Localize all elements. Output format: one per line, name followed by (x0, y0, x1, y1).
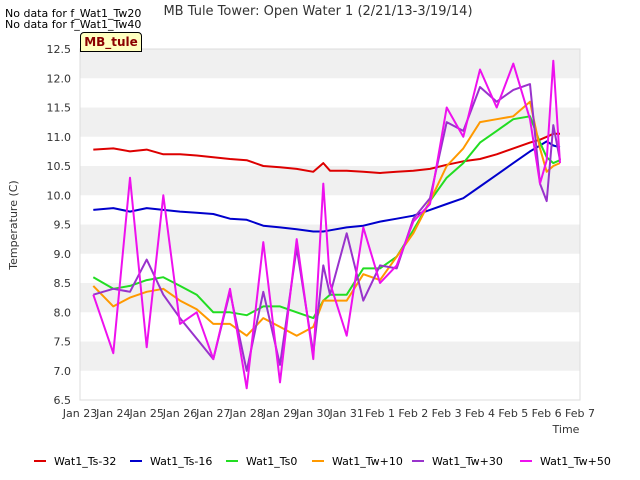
series-line-wat1-tw-50 (92, 59, 561, 390)
y-tick-label: 12.0 (47, 72, 72, 85)
no-data-note-2: No data for f_Wat1_Tw40 (5, 18, 142, 31)
plot-frame (79, 48, 581, 401)
y-tick-label: 10.5 (47, 160, 72, 173)
x-tick-label: Feb 1 (365, 407, 395, 420)
no-data-note-1: No data for f_Wat1_Tw20 (5, 7, 142, 20)
x-tick-label: Jan 25 (128, 407, 163, 420)
x-tick-label: Jan 30 (295, 407, 330, 420)
chart-title: MB Tule Tower: Open Water 1 (2/21/13-3/1… (163, 4, 472, 19)
grid-band (80, 283, 580, 313)
grid-band (80, 136, 580, 166)
y-tick-label: 11.0 (47, 131, 72, 144)
y-tick-label: 11.5 (47, 102, 72, 115)
y-axis-ticks: 6.5 7.0 7.5 8.0 8.5 9.0 9.5 10.0 10.5 11.0 11.5 12.… (47, 43, 72, 407)
legend-label: Wat1_Tw+50 (540, 455, 611, 468)
grid-bands (79, 48, 581, 401)
legend-label: Wat1_Ts-16 (150, 455, 212, 468)
y-tick-label: 7.0 (54, 365, 72, 378)
x-tick-label: Jan 24 (95, 407, 130, 420)
y-tick-label: 10.0 (47, 189, 72, 202)
series-line-wat1-ts-16 (93, 140, 561, 233)
grid-band (80, 224, 580, 254)
x-tick-label: Jan 28 (228, 407, 263, 420)
grid-band (80, 49, 580, 79)
y-tick-label: 8.5 (54, 277, 72, 290)
y-tick-label: 7.5 (54, 336, 72, 349)
series-lines (92, 59, 561, 390)
y-axis-label: Temperature (C) (7, 180, 20, 270)
series-line-wat1-tw-10 (92, 100, 561, 337)
grid-band (80, 341, 580, 371)
series-line-wat1-ts0 (92, 115, 561, 320)
x-tick-label: Feb 3 (432, 407, 462, 420)
x-tick-label: Jan 26 (162, 407, 197, 420)
y-tick-label: 9.5 (54, 219, 72, 232)
grid-band (80, 312, 580, 342)
x-tick-label: Jan 29 (262, 407, 297, 420)
x-tick-label: Feb 7 (565, 407, 595, 420)
x-tick-label: Feb 2 (398, 407, 428, 420)
x-tick-label: Jan 23 (62, 407, 97, 420)
y-tick-label: 6.5 (54, 394, 72, 407)
y-tick-label: 8.0 (54, 306, 72, 319)
legend-label: Wat1_Ts-32 (54, 455, 116, 468)
x-tick-label: Feb 4 (465, 407, 495, 420)
legend-label: Wat1_Tw+30 (432, 455, 503, 468)
x-tick-label: Feb 6 (532, 407, 562, 420)
legend-label: Wat1_Tw+10 (332, 455, 403, 468)
x-tick-label: Feb 5 (498, 407, 528, 420)
x-axis-label: Time (552, 423, 580, 436)
x-tick-label: Jan 27 (195, 407, 230, 420)
series-line-wat1-ts-32 (93, 132, 560, 174)
grid-band (80, 370, 580, 400)
legend: Wat1_Ts-32 Wat1_Ts-16 Wat1_Ts0 Wat1_Tw+10 Wa… (34, 455, 611, 468)
grid-band (80, 78, 580, 108)
site-badge: MB_tule (80, 32, 142, 52)
y-tick-label: 12.5 (47, 43, 72, 56)
y-tick-label: 9.0 (54, 248, 72, 261)
x-tick-label: Jan 31 (328, 407, 363, 420)
grid-band (80, 107, 580, 137)
legend-label: Wat1_Ts0 (246, 455, 297, 468)
